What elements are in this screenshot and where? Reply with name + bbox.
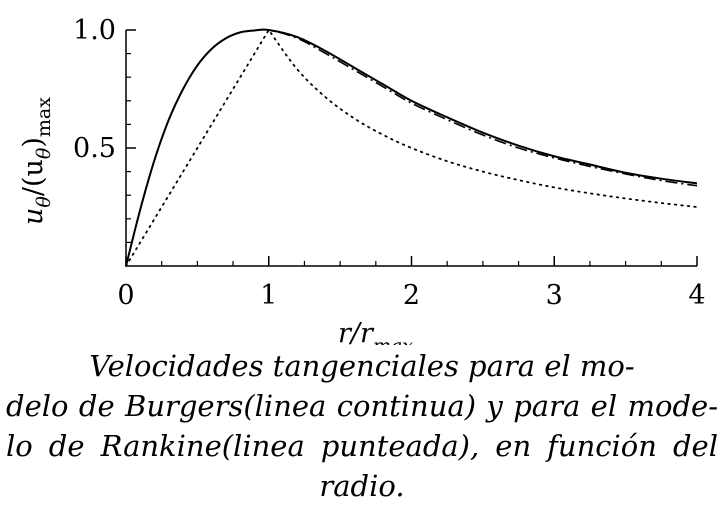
x-tick-label-4: 4 — [688, 280, 705, 311]
series-line-dotted — [125, 29, 698, 267]
plot-frame — [125, 30, 697, 267]
x-tick-label-2: 2 — [403, 280, 420, 311]
series-line-dashdot — [125, 28, 698, 267]
x-axis-label: r/rmax — [338, 318, 413, 345]
caption-line-2: delo de Burgers(linea continua) y para e… — [6, 389, 718, 423]
tick-labels: 0 1 2 3 4 0.5 1.0 — [73, 15, 706, 311]
caption-line-1: Velocidades tangenciales para el mo- — [89, 349, 635, 383]
y-axis-label: uθ/(uθ)max — [18, 97, 55, 225]
series-lines — [125, 28, 698, 267]
y-tick-label-0.5: 0.5 — [73, 133, 116, 164]
caption-line-3: lo de Rankine(linea punteada), en funció… — [6, 429, 718, 463]
vortex-velocity-chart: 0 1 2 3 4 0.5 1.0 r/rmax uθ/(uθ)max — [18, 15, 706, 345]
caption-line-4: radio. — [319, 469, 405, 503]
series-line-solid — [125, 28, 698, 267]
tick-marks — [125, 29, 698, 266]
figure-caption: Velocidades tangenciales para el mo- del… — [6, 346, 718, 506]
x-tick-label-1: 1 — [260, 280, 277, 311]
x-tick-label-3: 3 — [546, 280, 563, 311]
y-tick-label-1.0: 1.0 — [73, 15, 116, 46]
x-tick-label-0: 0 — [117, 280, 134, 311]
